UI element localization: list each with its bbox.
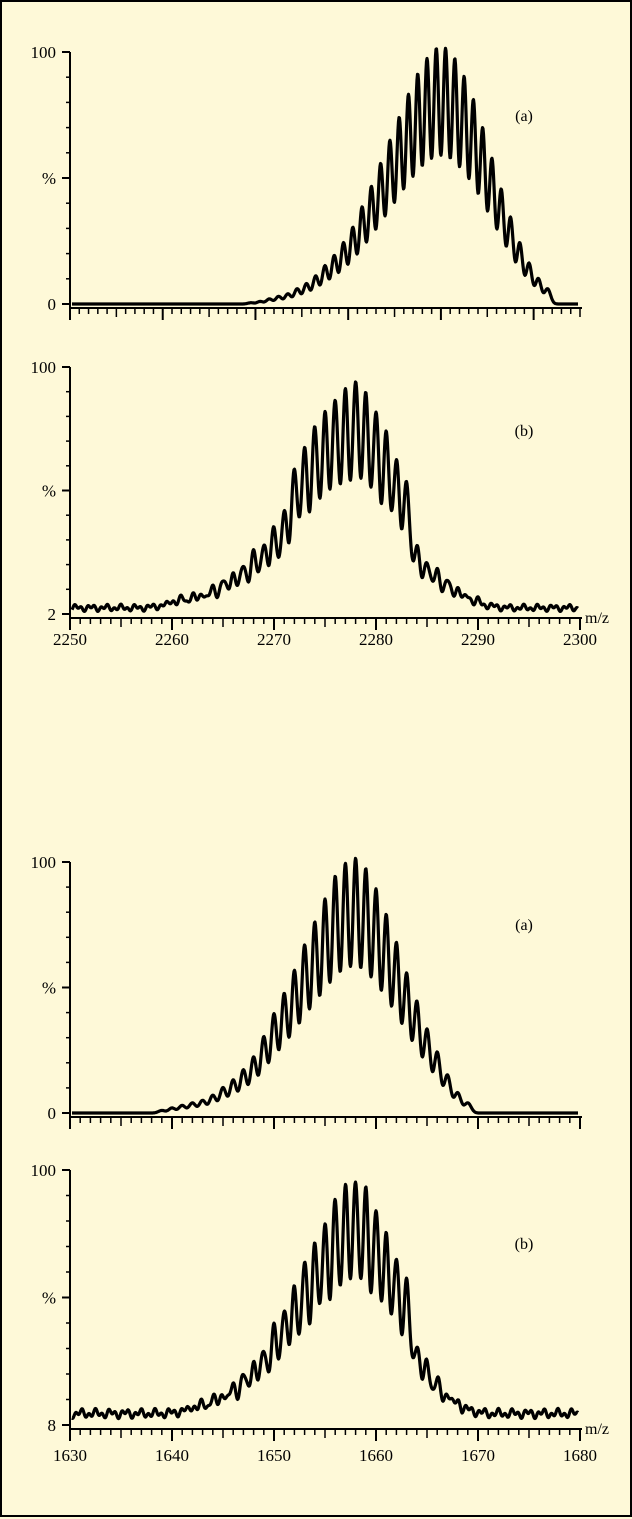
y-tick-label: % — [42, 482, 56, 501]
y-tick-label: % — [42, 169, 56, 188]
y-tick-label: 100 — [31, 853, 57, 872]
spectrum-trace-4 — [70, 1180, 580, 1421]
spectrum-trace-2 — [70, 380, 580, 614]
panel-label: (a) — [515, 917, 533, 934]
x-axis-label: m/z — [585, 610, 609, 627]
y-tick-label: % — [42, 979, 56, 998]
x-tick-label: 1660 — [359, 1446, 393, 1465]
x-tick-label: 1650 — [257, 1446, 291, 1465]
x-tick-label: 1630 — [53, 1446, 87, 1465]
y-tick-label: 0 — [48, 295, 57, 314]
x-tick-label: 2260 — [155, 630, 189, 649]
x-tick-label: 2250 — [53, 630, 87, 649]
x-tick-label: 2290 — [461, 630, 495, 649]
x-tick-label: 1670 — [461, 1446, 495, 1465]
spectrum-trace-1 — [70, 46, 580, 306]
x-tick-label: 2270 — [257, 630, 291, 649]
y-tick-label: 100 — [31, 1161, 57, 1180]
panel-label: (b) — [515, 423, 534, 440]
panel-label: (b) — [515, 1236, 534, 1253]
y-tick-label: 100 — [31, 43, 57, 62]
x-tick-label: 1640 — [155, 1446, 189, 1465]
spectrum-trace-3 — [70, 856, 580, 1115]
x-tick-label: 1680 — [563, 1446, 597, 1465]
y-tick-label: 2 — [48, 605, 57, 624]
y-tick-label: % — [42, 1289, 56, 1308]
y-tick-label: 0 — [48, 1104, 57, 1123]
y-tick-label: 100 — [31, 358, 57, 377]
x-tick-label: 2280 — [359, 630, 393, 649]
panel-label: (a) — [515, 108, 533, 125]
x-axis-label: m/z — [585, 1421, 609, 1438]
y-tick-label: 8 — [48, 1416, 57, 1435]
x-tick-label: 2300 — [563, 630, 597, 649]
